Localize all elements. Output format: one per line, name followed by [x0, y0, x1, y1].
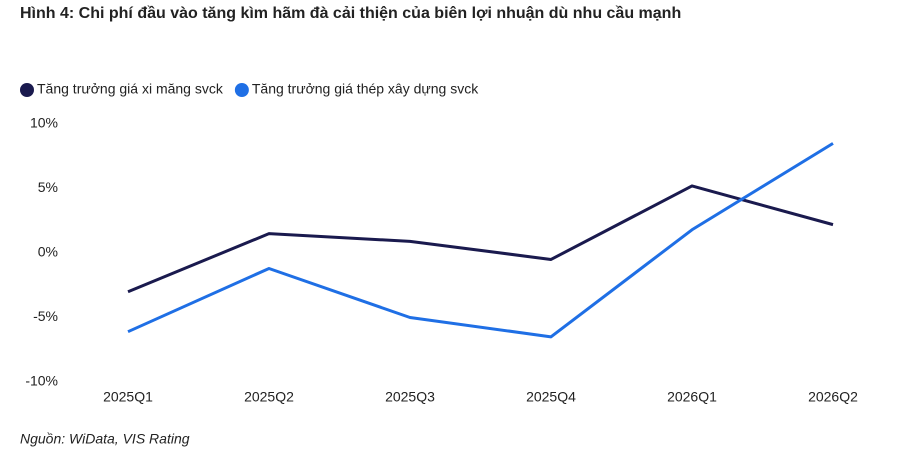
x-tick-label: 2025Q3 — [385, 389, 435, 405]
y-tick-label: 10% — [30, 115, 58, 131]
x-tick-label: 2026Q1 — [667, 389, 717, 405]
x-tick-label: 2025Q1 — [103, 389, 153, 405]
legend-marker — [20, 83, 34, 97]
x-tick-label: 2025Q2 — [244, 389, 294, 405]
x-tick-label: 2026Q2 — [808, 389, 858, 405]
series-line — [127, 184, 834, 294]
x-tick-label: 2025Q4 — [526, 389, 576, 405]
y-tick-label: -5% — [33, 308, 58, 324]
y-tick-label: -10% — [25, 373, 58, 389]
source-note: Nguồn: WiData, VIS Rating — [20, 431, 190, 447]
legend-label: Tăng trưởng giá xi măng svck — [37, 81, 224, 97]
y-tick-label: 0% — [38, 244, 58, 260]
legend-label: Tăng trưởng giá thép xây dựng svck — [252, 81, 479, 97]
legend-marker — [234, 83, 249, 97]
chart-title: Hình 4: Chi phí đầu vào tăng kìm hãm đà … — [20, 5, 681, 22]
y-tick-label: 5% — [38, 179, 58, 195]
series-line — [127, 142, 834, 339]
